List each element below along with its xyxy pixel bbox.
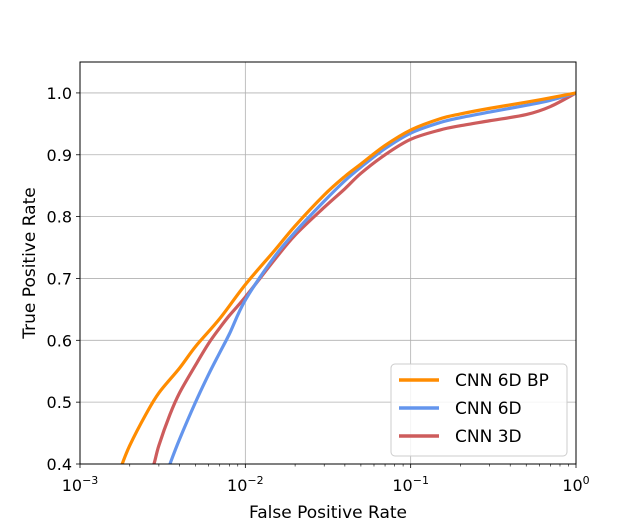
legend-label: CNN 6D BP: [455, 371, 549, 391]
y-tick-label: 0.6: [47, 331, 72, 350]
series-line-cnn-3d: [152, 91, 576, 464]
y-tick-label: 1.0: [47, 84, 72, 103]
x-tick-label: 10−1: [392, 474, 429, 495]
legend-box: [390, 363, 568, 457]
series-line-cnn-6d-bp: [120, 91, 576, 464]
x-tick-label: 10−3: [62, 474, 99, 495]
y-tick-label: 0.9: [47, 146, 72, 165]
y-tick-label: 0.7: [47, 269, 72, 288]
y-axis-label: True Positive Rate: [20, 187, 40, 339]
y-tick-label: 0.5: [47, 393, 72, 412]
y-tick-label: 0.8: [47, 208, 72, 227]
x-axis-label: False Positive Rate: [249, 503, 407, 520]
plot-frame: [79, 61, 577, 465]
y-tick-label: 0.4: [47, 455, 72, 474]
legend: CNN 6D BP CNN 6D CNN 3D: [390, 363, 568, 457]
series-line-cnn-6d: [168, 91, 576, 464]
x-tick-label: 100: [562, 474, 589, 495]
x-tick-label: 10−2: [227, 474, 264, 495]
series-group: [120, 91, 576, 464]
ticks: 10−3 10−2 10−1 100 0.4 0.5 0.6 0.7 0.8 0.9 1.0: [47, 84, 590, 495]
legend-label: CNN 6D: [455, 399, 522, 419]
legend-label: CNN 3D: [455, 427, 522, 447]
